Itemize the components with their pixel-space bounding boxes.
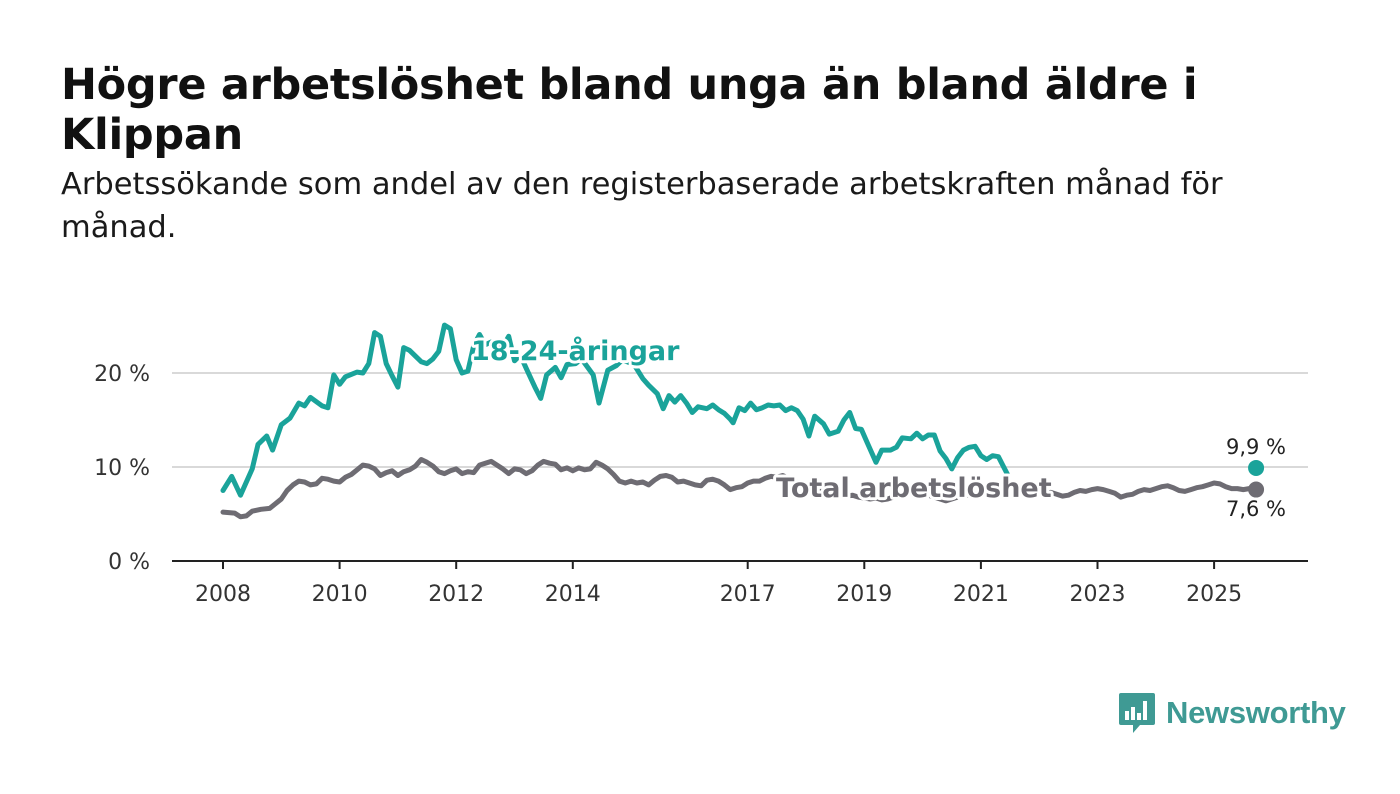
x-tick-label: 2025 — [1186, 582, 1242, 607]
newsworthy-logo: Newsworthy — [1118, 690, 1346, 736]
x-tick-label: 2017 — [720, 582, 776, 607]
y-axis-ticks: 0 % 10 % 20 % — [94, 362, 150, 575]
series-line-youth — [220, 322, 1010, 498]
x-tick-label: 2012 — [428, 582, 484, 607]
x-tick-label: 2014 — [545, 582, 601, 607]
chart-title: Högre arbetslöshet bland unga än bland ä… — [61, 60, 1198, 160]
x-axis-ticks: 2008 2010 2012 2014 2017 2019 2021 2023 2025 — [195, 561, 1242, 607]
series-labels: 18-24-åringar Total arbetslöshet — [468, 332, 1055, 507]
end-value-total: 7,6 % — [1226, 497, 1286, 521]
chart-subtitle: Arbetssökande som andel av den registerb… — [61, 167, 1223, 245]
bar-chart-speech-bubble-icon — [1119, 693, 1155, 733]
end-markers: 9,9 % 7,6 % — [1226, 435, 1286, 521]
logo-text: Newsworthy — [1166, 695, 1346, 730]
end-value-youth: 9,9 % — [1226, 435, 1286, 459]
y-tick-label: 0 % — [108, 550, 150, 575]
x-tick-label: 2008 — [195, 582, 251, 607]
x-tick-label: 2021 — [953, 582, 1009, 607]
x-tick-label: 2019 — [836, 582, 892, 607]
series-lines — [220, 322, 1258, 520]
end-marker-youth — [1248, 459, 1265, 476]
end-marker-total — [1248, 481, 1265, 498]
x-tick-label: 2010 — [312, 582, 368, 607]
gridlines — [172, 372, 1308, 468]
y-tick-label: 10 % — [94, 456, 150, 481]
series-label-total: Total arbetslöshet — [776, 473, 1052, 504]
y-tick-label: 20 % — [94, 362, 150, 387]
series-line-total — [220, 457, 1258, 520]
series-label-youth: 18-24-åringar — [471, 335, 680, 367]
x-tick-label: 2023 — [1070, 582, 1126, 607]
